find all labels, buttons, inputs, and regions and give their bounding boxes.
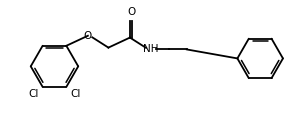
Text: Cl: Cl <box>70 89 81 99</box>
Text: Cl: Cl <box>28 89 39 99</box>
Text: NH: NH <box>143 44 158 54</box>
Text: O: O <box>127 7 135 17</box>
Text: O: O <box>84 31 92 41</box>
